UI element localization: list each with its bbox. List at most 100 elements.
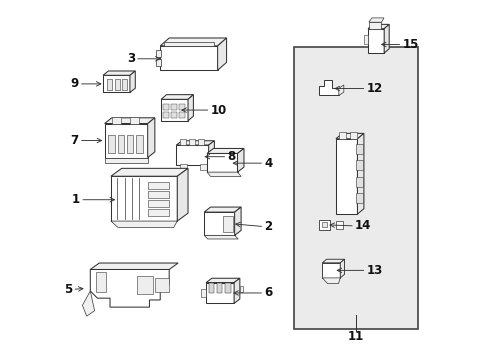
- Polygon shape: [357, 134, 363, 214]
- Polygon shape: [90, 270, 169, 307]
- Text: 4: 4: [264, 157, 272, 170]
- Bar: [355, 144, 362, 154]
- Polygon shape: [160, 38, 226, 46]
- Bar: [199, 165, 206, 170]
- Bar: [156, 50, 160, 57]
- Bar: [104, 158, 147, 163]
- Polygon shape: [217, 38, 226, 70]
- Bar: [147, 200, 169, 207]
- Bar: [112, 117, 121, 123]
- Bar: [114, 79, 119, 90]
- Bar: [355, 160, 362, 170]
- Bar: [179, 104, 185, 110]
- Bar: [117, 135, 124, 153]
- Polygon shape: [187, 95, 193, 121]
- Bar: [188, 139, 194, 145]
- Bar: [349, 132, 356, 139]
- Bar: [355, 193, 362, 203]
- Bar: [198, 139, 203, 145]
- Polygon shape: [363, 36, 367, 44]
- Bar: [163, 112, 168, 118]
- Bar: [208, 283, 214, 293]
- Polygon shape: [340, 259, 344, 278]
- Bar: [122, 79, 127, 90]
- Polygon shape: [203, 207, 241, 212]
- Text: 15: 15: [402, 38, 418, 51]
- Bar: [163, 42, 214, 46]
- Bar: [335, 221, 343, 229]
- Polygon shape: [203, 235, 238, 239]
- Polygon shape: [322, 278, 340, 284]
- Bar: [137, 276, 153, 294]
- Polygon shape: [177, 168, 187, 221]
- Polygon shape: [322, 259, 344, 263]
- Bar: [180, 139, 185, 145]
- Polygon shape: [208, 141, 214, 165]
- Bar: [147, 191, 169, 198]
- Polygon shape: [335, 139, 357, 214]
- Polygon shape: [104, 118, 155, 123]
- Text: 14: 14: [354, 219, 370, 233]
- Bar: [155, 278, 169, 292]
- Bar: [163, 104, 168, 110]
- Bar: [171, 104, 177, 110]
- Polygon shape: [111, 221, 177, 228]
- Bar: [147, 182, 169, 189]
- Text: 6: 6: [264, 287, 272, 300]
- Text: 1: 1: [72, 193, 80, 206]
- Polygon shape: [206, 148, 244, 153]
- Text: 11: 11: [347, 330, 363, 343]
- Bar: [136, 135, 142, 153]
- Polygon shape: [206, 153, 237, 172]
- Text: 9: 9: [70, 77, 79, 90]
- Bar: [318, 220, 329, 230]
- Polygon shape: [111, 176, 177, 221]
- Polygon shape: [147, 118, 155, 158]
- Polygon shape: [103, 71, 135, 75]
- Text: 3: 3: [127, 52, 135, 65]
- Bar: [225, 283, 230, 293]
- Polygon shape: [384, 24, 388, 53]
- Text: 12: 12: [366, 82, 382, 95]
- Polygon shape: [206, 172, 241, 176]
- Bar: [338, 132, 346, 139]
- Text: 13: 13: [366, 264, 382, 277]
- Text: 10: 10: [210, 104, 226, 117]
- Polygon shape: [176, 145, 208, 165]
- Bar: [156, 59, 160, 66]
- Bar: [293, 47, 418, 329]
- Bar: [108, 135, 115, 153]
- Polygon shape: [367, 29, 384, 53]
- Polygon shape: [338, 85, 343, 95]
- Bar: [106, 79, 111, 90]
- Bar: [96, 272, 106, 292]
- Polygon shape: [335, 134, 363, 139]
- Polygon shape: [130, 71, 135, 93]
- Polygon shape: [104, 123, 147, 158]
- Polygon shape: [161, 95, 193, 99]
- Polygon shape: [234, 207, 241, 235]
- Bar: [126, 135, 133, 153]
- Bar: [180, 165, 187, 170]
- Text: 5: 5: [64, 283, 72, 296]
- Bar: [129, 117, 139, 123]
- Bar: [223, 216, 233, 232]
- Polygon shape: [160, 46, 217, 70]
- Polygon shape: [237, 148, 244, 172]
- Polygon shape: [103, 75, 130, 93]
- Polygon shape: [234, 278, 239, 303]
- Polygon shape: [82, 291, 94, 316]
- Polygon shape: [368, 18, 383, 22]
- Bar: [321, 222, 326, 227]
- Text: 7: 7: [71, 134, 79, 147]
- Bar: [355, 177, 362, 187]
- Polygon shape: [161, 99, 187, 121]
- Polygon shape: [203, 212, 234, 235]
- Text: 2: 2: [264, 220, 272, 233]
- Polygon shape: [90, 263, 178, 270]
- Bar: [171, 112, 177, 118]
- Polygon shape: [206, 278, 239, 283]
- Bar: [239, 286, 243, 292]
- Polygon shape: [322, 263, 340, 278]
- Polygon shape: [206, 283, 234, 303]
